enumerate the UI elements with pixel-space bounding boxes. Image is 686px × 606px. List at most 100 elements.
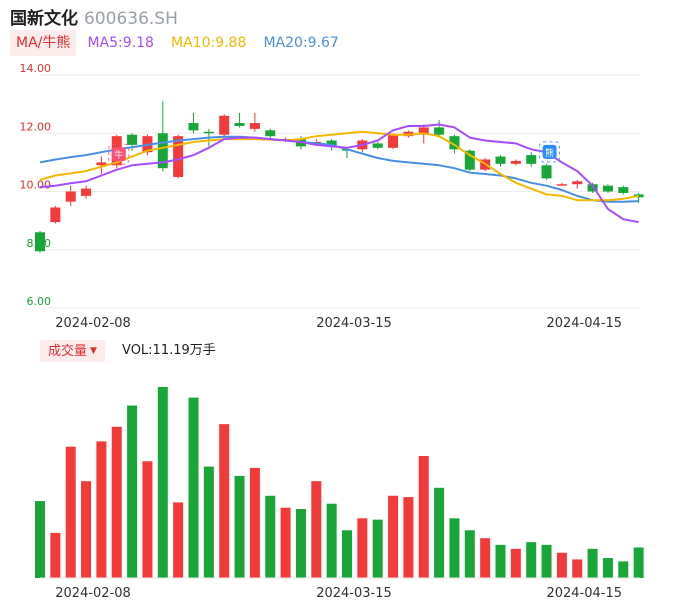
volume-indicator-selector[interactable]: 成交量 ▼ xyxy=(40,340,105,362)
stock-title: 国新文化 600636.SH xyxy=(10,4,178,29)
candle-body xyxy=(203,131,214,134)
volume-bar xyxy=(403,497,414,578)
volume-bar xyxy=(633,547,644,578)
candle-body xyxy=(219,115,230,135)
candle-body xyxy=(188,123,199,131)
volume-x-tick-label: 2024-03-15 xyxy=(316,586,392,601)
bull-marker-icon: 牛 xyxy=(108,143,130,165)
volume-x-tick-label: 2024-04-15 xyxy=(546,586,622,601)
candle-body xyxy=(572,181,583,185)
candle-body xyxy=(234,123,245,126)
volume-bar xyxy=(434,487,445,578)
volume-bar xyxy=(541,544,552,578)
stock-name: 国新文化 xyxy=(10,9,78,29)
candle-body xyxy=(541,165,552,179)
volume-bar xyxy=(111,426,122,578)
volume-bar xyxy=(372,519,383,578)
volume-value: VOL:11.19万手 xyxy=(122,343,216,358)
volume-bar xyxy=(249,467,260,578)
price-tick-label: 14.00 xyxy=(20,62,52,75)
volume-bar xyxy=(388,495,399,578)
volume-bar xyxy=(510,548,521,578)
candle-body xyxy=(249,123,260,129)
volume-bar xyxy=(311,481,322,578)
volume-bar xyxy=(142,461,153,578)
candle-body xyxy=(35,232,45,252)
volume-bar xyxy=(295,509,306,578)
x-tick-label: 2024-04-15 xyxy=(546,316,622,331)
volume-bar xyxy=(342,530,352,578)
ma-legend: MA/牛熊 MA5:9.18 MA10:9.88 MA20:9.67 xyxy=(10,30,339,56)
candle-body xyxy=(65,191,76,202)
price-tick-label: 12.00 xyxy=(20,120,52,133)
volume-bar xyxy=(188,397,199,578)
ma-indicator-selector[interactable]: MA/牛熊 xyxy=(10,30,77,56)
bear-marker-icon: 熊 xyxy=(539,141,561,163)
candle-body xyxy=(556,184,567,186)
volume-bar xyxy=(618,561,629,578)
volume-bar xyxy=(556,552,567,578)
candle-body xyxy=(587,184,598,192)
volume-header: 成交量 ▼ VOL:11.19万手 xyxy=(40,340,216,362)
candle-body xyxy=(96,162,107,166)
volume-bar xyxy=(65,446,76,578)
candle-body xyxy=(372,143,383,148)
candle-body xyxy=(127,134,138,145)
volume-bar xyxy=(50,532,61,578)
candle-body xyxy=(157,133,168,169)
volume-x-tick-label: 2024-02-08 xyxy=(55,586,131,601)
volume-bar xyxy=(173,502,184,578)
stock-code: 600636.SH xyxy=(84,9,178,29)
candle-body xyxy=(618,187,629,193)
price-tick-label: 10.00 xyxy=(20,179,52,192)
x-tick-label: 2024-03-15 xyxy=(316,316,392,331)
volume-bar xyxy=(234,475,245,578)
marker-badge xyxy=(542,144,557,159)
volume-bar xyxy=(602,558,613,578)
volume-bar xyxy=(495,544,506,578)
candle-body xyxy=(81,188,92,196)
candle-body xyxy=(418,127,429,135)
marker-badge xyxy=(111,147,126,162)
marker-halo xyxy=(539,141,561,163)
x-tick-label: 2024-02-08 xyxy=(55,316,131,331)
volume-bar xyxy=(418,455,429,578)
chart-header: 国新文化 600636.SH MA/牛熊 MA5:9.18 MA10:9.88 M… xyxy=(0,0,686,60)
marker-text: 牛 xyxy=(114,149,123,161)
candle-body xyxy=(464,150,475,170)
chevron-down-icon: ▼ xyxy=(90,346,97,356)
candle-body xyxy=(633,194,644,198)
candle-body xyxy=(495,156,506,164)
volume-bar xyxy=(572,559,583,578)
volume-bar xyxy=(357,518,368,578)
volume-bar xyxy=(587,548,598,578)
volume-bar xyxy=(526,542,537,578)
candle-body xyxy=(326,140,337,147)
ma10-legend: MA10:9.88 xyxy=(171,35,247,51)
candle-body xyxy=(173,136,184,177)
volume-bar xyxy=(280,507,291,578)
volume-bar xyxy=(203,466,214,578)
candle-body xyxy=(265,130,276,137)
volume-bar xyxy=(81,481,92,578)
ma20-legend: MA20:9.67 xyxy=(263,35,339,51)
volume-bar xyxy=(35,501,45,578)
volume-bar xyxy=(449,518,460,578)
ma5-line xyxy=(39,123,639,224)
marker-halo xyxy=(108,143,130,165)
volume-indicator-label: 成交量 xyxy=(48,344,88,359)
volume-bar xyxy=(96,441,107,578)
candle-body xyxy=(388,134,399,148)
candle-body xyxy=(50,207,61,223)
volume-bar xyxy=(265,495,276,578)
candle-body xyxy=(510,160,521,164)
volume-bar xyxy=(219,424,230,578)
volume-bar xyxy=(127,405,138,578)
candle-body xyxy=(449,136,460,150)
volume-bar xyxy=(480,538,491,578)
candle-body xyxy=(602,185,613,192)
ma5-legend: MA5:9.18 xyxy=(87,35,154,51)
ma10-line xyxy=(39,130,639,202)
candle-body xyxy=(434,127,445,135)
